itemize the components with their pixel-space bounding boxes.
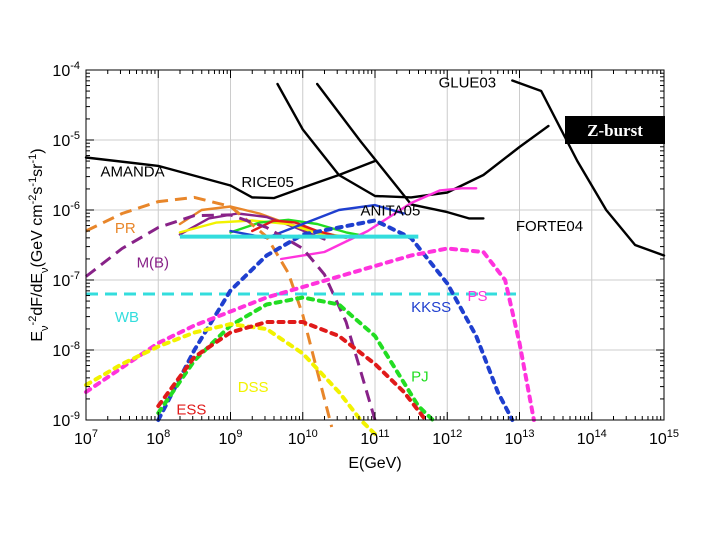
zburst-label-box	[565, 116, 665, 144]
annotation-anita05: ANITA05	[361, 203, 421, 220]
x-tick-exponent: 8	[164, 428, 170, 440]
zburst-label: Z-burst	[565, 116, 665, 144]
ylabel-u4: sr	[29, 163, 46, 177]
x-axis-label: E(GeV)	[348, 455, 401, 472]
y-tick-exponent: -5	[70, 130, 80, 142]
y-tick-base: 10	[52, 413, 70, 430]
x-tick-base: 10	[219, 431, 237, 448]
x-tick-base: 10	[577, 431, 595, 448]
y-tick-base: 10	[52, 63, 70, 80]
x-tick-exponent: 14	[595, 428, 607, 440]
annotation-amanda: AMANDA	[100, 163, 164, 180]
series-model-e	[250, 219, 341, 238]
annotation-glue03: GLUE03	[439, 75, 497, 92]
y-axis-label: Eν-2dF/dEν(GeV cm-2s-1sr-1)	[27, 148, 51, 341]
y-tick-base: 10	[52, 203, 70, 220]
series-ps	[84, 246, 536, 422]
x-tick-label: 1015	[649, 428, 679, 448]
series-m-b	[85, 213, 377, 421]
series-anita05	[316, 82, 485, 220]
y-tick-base: 10	[52, 133, 70, 150]
y-tick-base: 10	[52, 343, 70, 360]
ylabel-units: (GeV cm	[29, 204, 46, 267]
ylabel-rest: dF/dE	[29, 273, 46, 316]
x-tick-label: 1013	[504, 428, 534, 448]
x-tick-base: 10	[146, 431, 164, 448]
y-tick-exponent: -4	[70, 60, 80, 72]
annotation-pr: PR	[115, 220, 136, 237]
x-tick-exponent: 7	[92, 428, 98, 440]
ylabel-u1: -2	[27, 195, 39, 205]
y-tick-base: 10	[52, 273, 70, 290]
ylabel-u3: -1	[27, 177, 39, 187]
x-tick-exponent: 12	[450, 428, 462, 440]
annotation-pj: PJ	[411, 369, 429, 386]
y-tick-label: 10-9	[52, 410, 80, 430]
series-model-b	[178, 212, 326, 241]
series-layer	[84, 79, 666, 436]
y-tick-labels: 10-910-810-710-610-510-4	[52, 60, 80, 430]
y-tick-exponent: -7	[70, 270, 80, 282]
y-tick-label: 10-4	[52, 60, 80, 80]
series-glue03	[276, 82, 550, 199]
ylabel-u2: s	[29, 187, 46, 195]
series-forte04	[511, 79, 666, 257]
series-ess	[156, 320, 428, 422]
x-tick-labels: 107 108 109 1010 1011 1012 1013 1014 1015	[74, 428, 679, 448]
series-rice05	[229, 159, 377, 200]
annotation-layer: AMANDA RICE05 GLUE03 ANITA05 FORTE04 PRM(B) WB…	[100, 75, 583, 419]
ylabel-base: E	[29, 331, 46, 342]
annotation-m-b: M(B)	[137, 254, 170, 271]
x-tick-base: 10	[649, 431, 667, 448]
x-tick-exponent: 9	[236, 428, 242, 440]
x-tick-base: 10	[288, 431, 306, 448]
x-tick-label: 1012	[432, 428, 462, 448]
x-tick-exponent: 11	[378, 428, 389, 440]
x-tick-base: 10	[360, 431, 378, 448]
y-tick-exponent: -8	[70, 340, 80, 352]
x-tick-exponent: 10	[306, 428, 318, 440]
annotation-ps: PS	[467, 288, 487, 305]
series-pj	[156, 295, 435, 422]
series-amanda	[84, 156, 232, 187]
annotation-dss: DSS	[238, 379, 269, 396]
annotation-wb: WB	[115, 309, 139, 326]
y-tick-label: 10-5	[52, 130, 80, 150]
ylabel-rest-sub: ν	[39, 267, 51, 273]
ylabel-close: )	[29, 148, 46, 153]
y-tick-exponent: -9	[70, 410, 80, 422]
annotation-ess: ESS	[176, 401, 206, 418]
series-model-d	[229, 218, 369, 238]
series-kkss	[156, 218, 515, 422]
x-tick-exponent: 15	[667, 428, 679, 440]
annotation-rice05: RICE05	[241, 174, 294, 191]
x-tick-exponent: 13	[522, 428, 534, 440]
series-model-f	[279, 187, 478, 261]
y-tick-exponent: -6	[70, 200, 80, 212]
x-tick-label: 109	[219, 428, 243, 448]
x-tick-base: 10	[74, 431, 92, 448]
x-tick-label: 1014	[577, 428, 607, 448]
svg-text:Eν-2dF/dEν(GeV cm-2s-1sr-1): Eν-2dF/dEν(GeV cm-2s-1sr-1)	[27, 148, 51, 341]
ylabel-sub: ν	[39, 325, 51, 331]
ylabel-sup: -2	[27, 316, 39, 326]
y-tick-label: 10-8	[52, 340, 80, 360]
ylabel-u5: -1	[27, 154, 39, 164]
x-tick-base: 10	[504, 431, 522, 448]
y-tick-label: 10-7	[52, 270, 80, 290]
x-tick-label: 107	[74, 428, 98, 448]
x-tick-label: 1011	[360, 428, 389, 448]
x-tick-base: 10	[432, 431, 450, 448]
y-tick-label: 10-6	[52, 200, 80, 220]
annotation-forte04: FORTE04	[516, 218, 583, 235]
x-tick-label: 108	[146, 428, 170, 448]
annotation-kkss: KKSS	[411, 299, 451, 316]
x-tick-label: 1010	[288, 428, 318, 448]
zburst-label-text: Z-burst	[587, 121, 643, 140]
